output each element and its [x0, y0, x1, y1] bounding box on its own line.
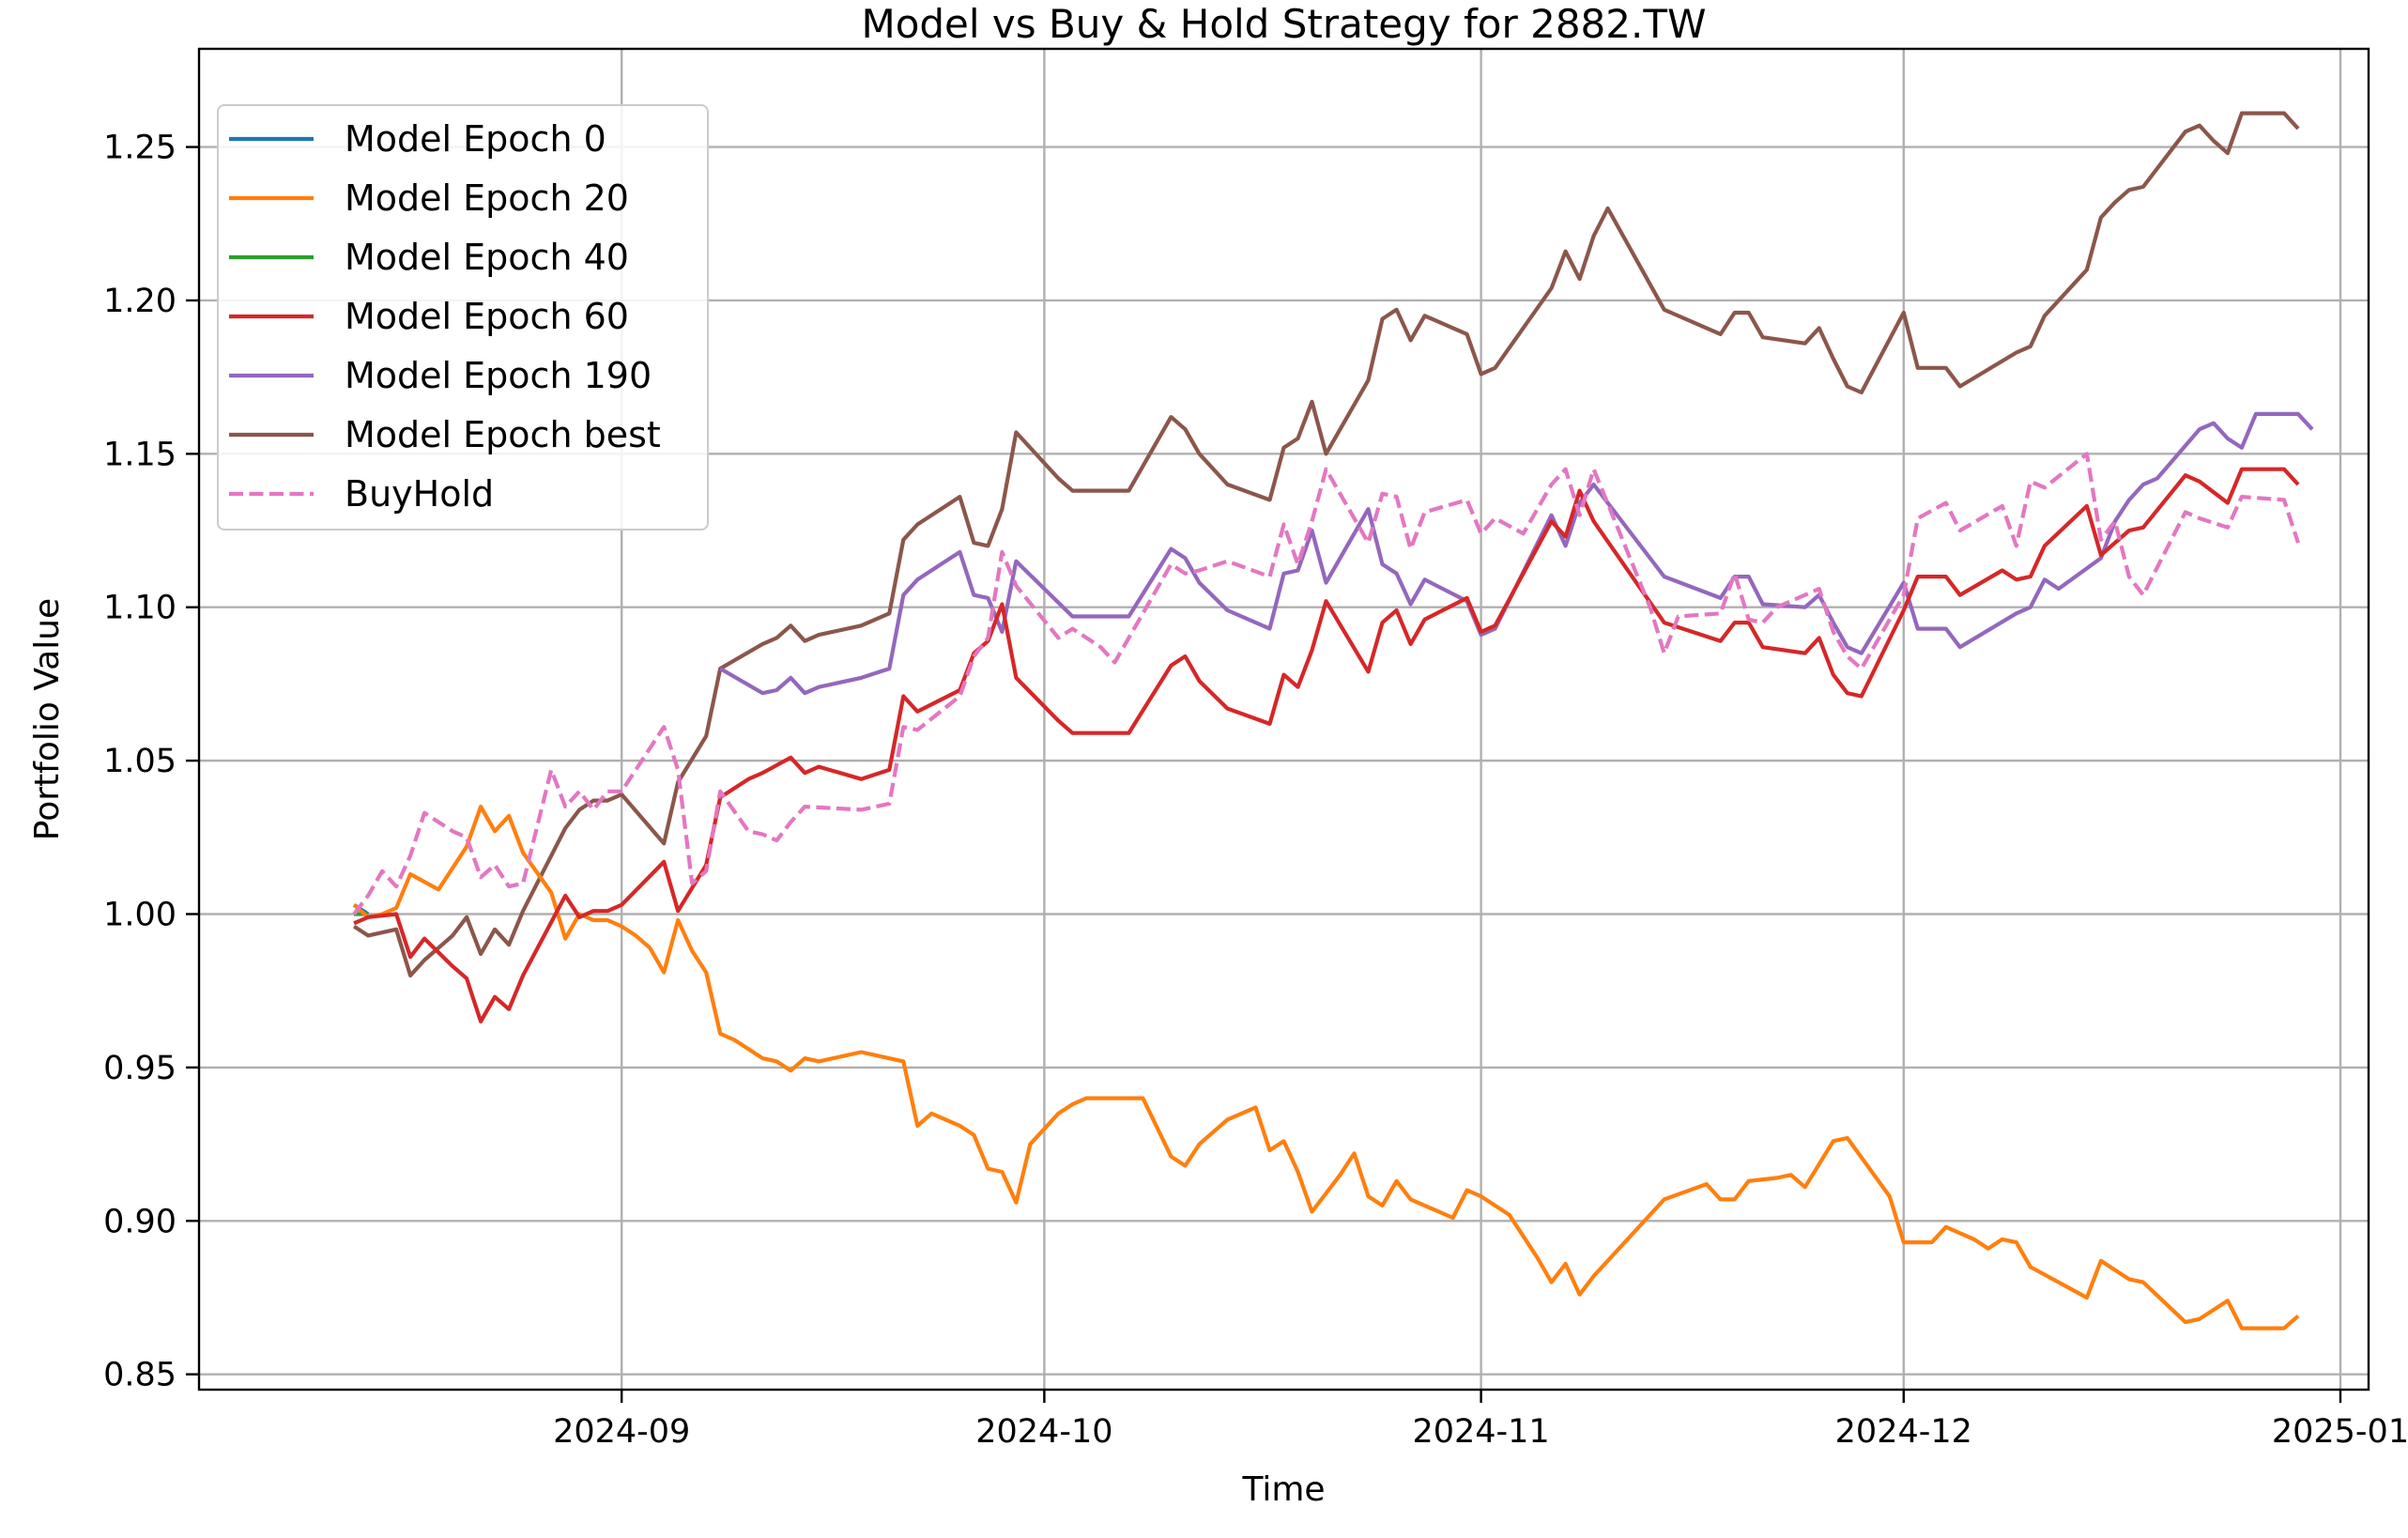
legend-label-model-epoch-0: Model Epoch 0	[345, 118, 606, 160]
legend-box	[217, 104, 709, 531]
legend: Model Epoch 0 Model Epoch 20 Model Epoch 4…	[217, 104, 709, 531]
series-lines	[352, 111, 2314, 1330]
x-tick-label: 2024-10	[975, 1413, 1112, 1451]
grid	[199, 49, 2369, 1390]
series-line-buyhold	[352, 452, 2300, 915]
y-tick-label: 1.15	[103, 436, 176, 473]
y-tick-label: 1.05	[103, 743, 176, 780]
y-tick-label: 1.10	[103, 590, 176, 627]
x-axis-label: Time	[1241, 1470, 1325, 1509]
plot-frame	[197, 47, 2370, 1392]
series-line-model-epoch-60	[353, 467, 2300, 1024]
y-tick-label: 0.85	[103, 1357, 176, 1394]
y-axis-label: Portfolio Value	[28, 598, 67, 840]
x-tick-label: 2024-09	[553, 1413, 690, 1451]
series-line-model-epoch-20	[352, 804, 2300, 1330]
axis-ticks: 2024-09 2024-10 2024-11 2024-12 2025-01 0.85 0…	[103, 130, 2408, 1451]
series-line-model-epoch-best	[352, 111, 2300, 978]
y-tick-label: 0.90	[103, 1203, 176, 1240]
y-tick-label: 1.00	[103, 897, 176, 934]
y-tick-label: 1.25	[103, 130, 176, 167]
legend-label-model-epoch-20: Model Epoch 20	[345, 177, 629, 219]
legend-label-model-epoch-best: Model Epoch best	[345, 414, 661, 455]
legend-label-buyhold: BuyHold	[345, 473, 494, 515]
x-tick-label: 2024-12	[1835, 1413, 1972, 1451]
y-tick-label: 1.20	[103, 283, 176, 320]
x-tick-label: 2024-11	[1412, 1413, 1549, 1451]
legend-label-model-epoch-40: Model Epoch 40	[345, 237, 629, 278]
y-tick-label: 0.95	[103, 1050, 176, 1087]
chart-title: Model vs Buy & Hold Strategy for 2882.TW	[861, 1, 1706, 47]
legend-label-model-epoch-60: Model Epoch 60	[345, 296, 629, 337]
legend-label-model-epoch-190: Model Epoch 190	[345, 355, 652, 396]
x-tick-label: 2025-01	[2272, 1413, 2408, 1451]
